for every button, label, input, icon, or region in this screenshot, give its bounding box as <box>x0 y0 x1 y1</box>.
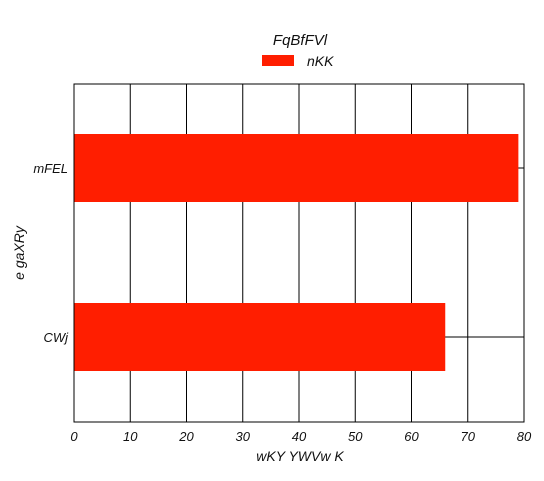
bar-mFEL <box>74 134 519 202</box>
bar-CWj <box>74 303 446 371</box>
x-tick-label: 20 <box>178 429 194 444</box>
x-axis-ticks: 0 10 20 30 40 50 60 70 80 <box>70 429 532 444</box>
legend-swatch <box>262 55 294 66</box>
x-tick-label: 10 <box>123 429 138 444</box>
bars <box>74 134 519 371</box>
x-tick-label: 30 <box>236 429 251 444</box>
plot-frame <box>73 83 525 423</box>
x-tick-label: 60 <box>404 429 419 444</box>
x-tick-label: 40 <box>292 429 307 444</box>
y-axis-ticks: mFEL CWj <box>33 161 69 345</box>
legend-label: nKK <box>307 53 334 69</box>
chart-title: FqBfFVl <box>273 32 328 49</box>
legend: nKK <box>262 53 334 69</box>
x-tick-label: 80 <box>517 429 532 444</box>
y-tick-label: mFEL <box>33 161 68 176</box>
y-tick-label: CWj <box>43 330 69 345</box>
y-axis-label: e gaXRy <box>11 225 27 280</box>
x-tick-label: 50 <box>348 429 363 444</box>
x-tick-label: 0 <box>70 429 78 444</box>
x-axis-label: wKY YWVw K <box>256 448 344 464</box>
x-tick-label: 70 <box>461 429 476 444</box>
